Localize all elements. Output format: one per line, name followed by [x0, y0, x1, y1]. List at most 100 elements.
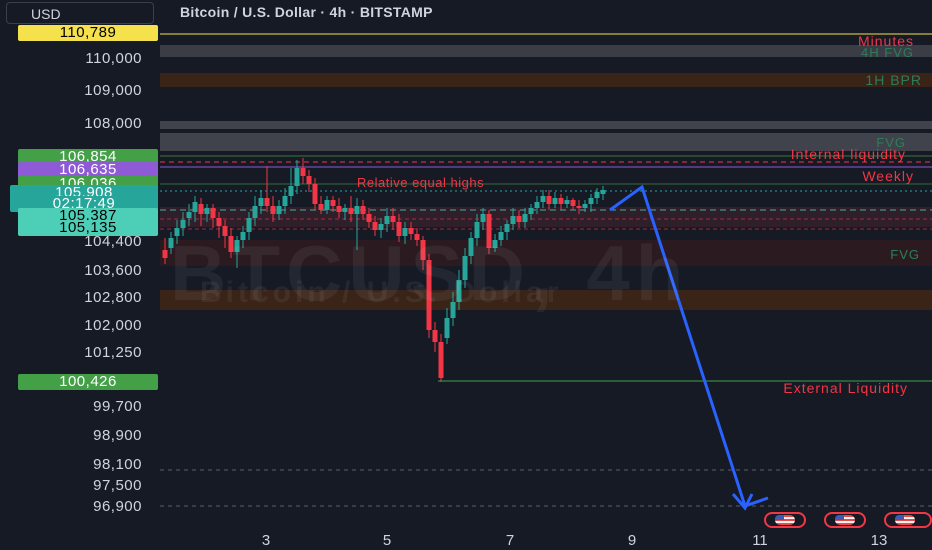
candle-body [348, 208, 354, 214]
zone-fvg-top [160, 133, 932, 151]
candle-body [420, 240, 426, 260]
candle-body [204, 208, 210, 214]
zone-fvg-mid [160, 240, 932, 266]
candle-body [582, 204, 588, 208]
candle-body [288, 186, 294, 196]
candle-body [414, 234, 420, 240]
candle-body [282, 196, 288, 206]
candle-body [330, 200, 336, 206]
candle-body [588, 198, 594, 204]
candle-body [234, 240, 240, 252]
chart-header: USD Bitcoin / U.S. Dollar · 4h · BITSTAM… [0, 0, 932, 24]
candle-body [450, 302, 456, 318]
candle-body [210, 208, 216, 218]
candle-body [534, 202, 540, 208]
candle-body [402, 228, 408, 236]
candle-body [336, 206, 342, 212]
candle-body [444, 318, 450, 338]
zone-minutes [160, 45, 932, 57]
candle-body [390, 216, 396, 222]
candle-body [300, 168, 306, 176]
candle-body [228, 236, 234, 252]
label-external-liquidity: External Liquidity [783, 380, 908, 396]
time-axis-label: 7 [505, 532, 515, 549]
candle-body [438, 342, 444, 378]
candle-body [366, 214, 372, 222]
candle-body [408, 228, 414, 234]
candle-body [306, 176, 312, 184]
price-tag-level: 105,135 [18, 220, 158, 236]
candle-body [396, 222, 402, 236]
candle-body [294, 168, 300, 186]
projection-arrowhead [731, 493, 754, 511]
candle-body [372, 222, 378, 230]
candle-body [570, 200, 576, 206]
candle-body [318, 204, 324, 210]
zone-1h-bpr [160, 73, 932, 87]
candle-body [174, 228, 180, 236]
candle-body [456, 280, 462, 302]
label-relative-equal-highs: Relative equal highs [357, 175, 484, 190]
label-4h-fvg: 4H FVG [861, 45, 914, 60]
candle-body [552, 198, 558, 204]
candle-body [594, 192, 600, 198]
symbol-title[interactable]: Bitcoin / U.S. Dollar · 4h · BITSTAMP [180, 4, 433, 20]
candle-body [492, 240, 498, 248]
candle-body [216, 218, 222, 226]
price-tag-low: 100,426 [18, 374, 158, 390]
time-axis-label: 5 [382, 532, 392, 549]
price-axis-label: 109,000 [84, 82, 142, 99]
zone-orange [160, 290, 932, 310]
candle-body [360, 206, 366, 214]
candle-body [258, 198, 264, 206]
candle-body [186, 212, 192, 218]
currency-selector[interactable]: USD [6, 2, 154, 24]
price-axis-label: 101,250 [84, 344, 142, 361]
candle-body [480, 214, 486, 222]
price-axis-label: 108,000 [84, 115, 142, 132]
candle-body [240, 232, 246, 240]
candle-body [324, 200, 330, 210]
candle-body [378, 224, 384, 230]
candle-body [504, 224, 510, 232]
candle-body [540, 196, 546, 202]
candle-body [564, 200, 570, 204]
name-watermark: Bitcoin / U.S. Dollar [200, 276, 563, 309]
time-axis-label: 3 [261, 532, 271, 549]
candle-body [426, 260, 432, 330]
price-axis-label: 104,400 [84, 233, 142, 250]
candle-body [522, 214, 528, 222]
price-tag-level: 106,854 [18, 149, 158, 165]
symbol-watermark: BTCUSD, 4h [170, 229, 690, 317]
candle-body [180, 220, 186, 228]
projection-path [609, 184, 769, 508]
candle-body [354, 206, 360, 214]
candlestick-series [162, 158, 606, 382]
price-axis-label: 96,900 [93, 498, 142, 515]
label-weekly: Weekly [862, 168, 914, 184]
candle-body [252, 206, 258, 218]
label-minutes: Minutes [858, 33, 914, 49]
candle-body [600, 190, 606, 194]
label-fvg-top: FVG [876, 135, 906, 150]
price-axis-label: 102,000 [84, 317, 142, 334]
label-fvg-mid: FVG [890, 247, 920, 262]
candle-body [168, 238, 174, 248]
zone-grey-upper [160, 121, 932, 129]
candle-body [198, 204, 204, 214]
price-tag-high: 110,789 [18, 25, 158, 41]
candle-body [312, 184, 318, 204]
candle-body [276, 206, 282, 214]
time-axis-label: 11 [752, 532, 768, 549]
candle-body [270, 206, 276, 214]
price-axis-label: 102,800 [84, 289, 142, 306]
candle-body [342, 208, 348, 212]
us-flag-icon[interactable] [884, 512, 932, 528]
candle-body [246, 218, 252, 232]
us-flag-icon[interactable] [824, 512, 866, 528]
time-axis-label: 13 [870, 532, 888, 549]
candle-body [192, 202, 198, 212]
us-flag-icon[interactable] [764, 512, 806, 528]
